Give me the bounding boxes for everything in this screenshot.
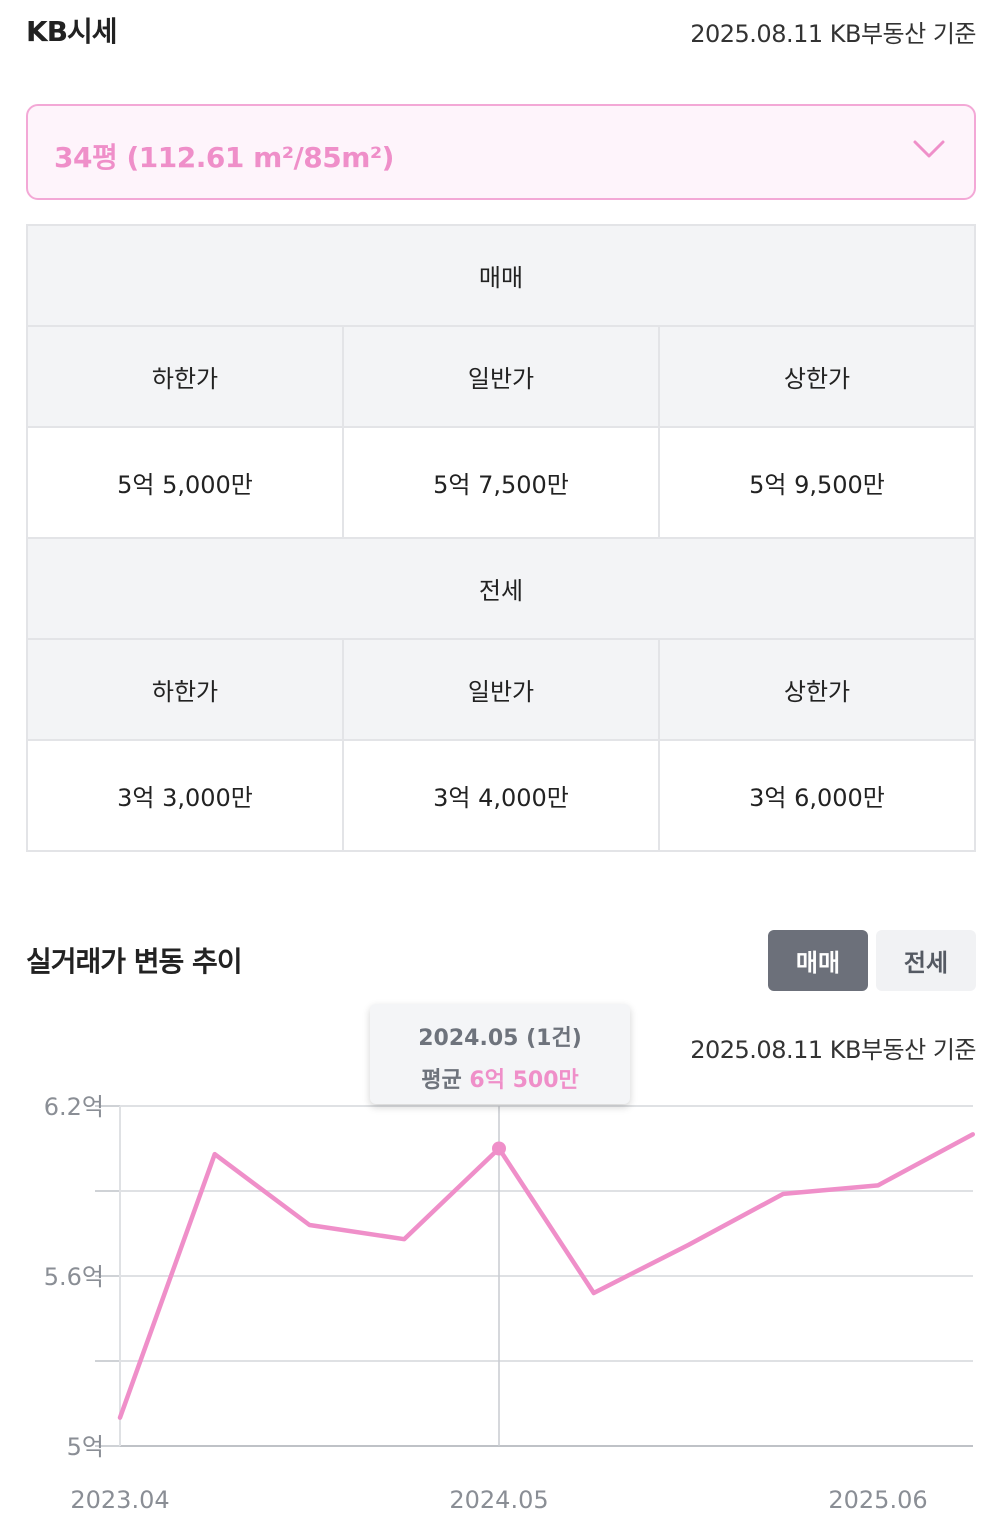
jeonse-header-row: 하한가 일반가 상한가 (26, 638, 976, 741)
jeonse-group-row: 전세 (26, 537, 976, 640)
sale-lower-header: 하한가 (26, 325, 344, 428)
jeonse-average-value: 3억 4,000만 (342, 739, 660, 852)
jeonse-upper-header: 상한가 (658, 638, 976, 741)
tooltip-date: 2024.05 (1건) (418, 1026, 582, 1051)
jeonse-lower-header: 하한가 (26, 638, 344, 741)
trend-section-title: 실거래가 변동 추이 (26, 945, 243, 978)
kb-price-title: KB시세 (26, 15, 118, 48)
sale-header-row: 하한가 일반가 상한가 (26, 325, 976, 428)
x-tick-label: 2024.05 (449, 1486, 548, 1514)
sale-upper-value: 5억 9,500만 (658, 426, 976, 539)
sale-price-line (117, 1132, 975, 1420)
x-tick-label: 2025.06 (828, 1486, 927, 1514)
tooltip-average-line: 평균 6억 500만 (370, 1062, 630, 1094)
chart-axes: 5억 5.6억 6.2억 2023.04 2024.05 2025.06 (44, 1093, 928, 1514)
tooltip-average-value: 6억 500만 (469, 1068, 579, 1093)
jeonse-value-row: 3억 3,000만 3억 4,000만 3억 6,000만 (26, 739, 976, 852)
highlight-data-point[interactable] (492, 1141, 506, 1156)
kb-price-table: 매매 하한가 일반가 상한가 5억 5,000만 5억 7,500만 5억 9,… (26, 224, 976, 852)
sale-average-header: 일반가 (342, 325, 660, 428)
kb-basis-date: 2025.08.11 KB부동산 기준 (690, 20, 976, 48)
size-select-value: 34평 (112.61 m²/85m²) (54, 141, 394, 174)
jeonse-upper-value: 3억 6,000만 (658, 739, 976, 852)
y-tick-label: 5억 (67, 1433, 104, 1461)
jeonse-group-label: 전세 (26, 537, 976, 640)
sale-average-value: 5억 7,500만 (342, 426, 660, 539)
x-tick-label: 2023.04 (70, 1486, 169, 1514)
chart-basis-date: 2025.08.11 KB부동산 기준 (690, 1036, 976, 1064)
sale-lower-value: 5억 5,000만 (26, 426, 344, 539)
y-tick-label: 5.6억 (44, 1263, 104, 1291)
chart-tooltip: 2024.05 (1건) 평균 6억 500만 (370, 1004, 630, 1104)
sale-upper-header: 상한가 (658, 325, 976, 428)
y-tick-label: 6.2억 (44, 1093, 104, 1121)
sale-group-row: 매매 (26, 224, 976, 327)
tab-jeonse[interactable]: 전세 (876, 930, 976, 991)
kb-price-header: KB시세 2025.08.11 KB부동산 기준 (26, 10, 976, 50)
sale-group-label: 매매 (26, 224, 976, 327)
size-select-dropdown[interactable]: 34평 (112.61 m²/85m²) (26, 104, 976, 200)
tooltip-average-label: 평균 (421, 1068, 462, 1093)
jeonse-lower-value: 3억 3,000만 (26, 739, 344, 852)
chart-grid (95, 1105, 973, 1447)
sale-value-row: 5억 5,000만 5억 7,500만 5억 9,500만 (26, 426, 976, 539)
tab-sale[interactable]: 매매 (768, 930, 868, 991)
price-trend-chart: 5억 5.6억 6.2억 2023.04 2024.05 2025.06 (44, 1093, 975, 1514)
jeonse-average-header: 일반가 (342, 638, 660, 741)
chart-series (117, 1132, 975, 1420)
chevron-down-icon (913, 140, 945, 158)
